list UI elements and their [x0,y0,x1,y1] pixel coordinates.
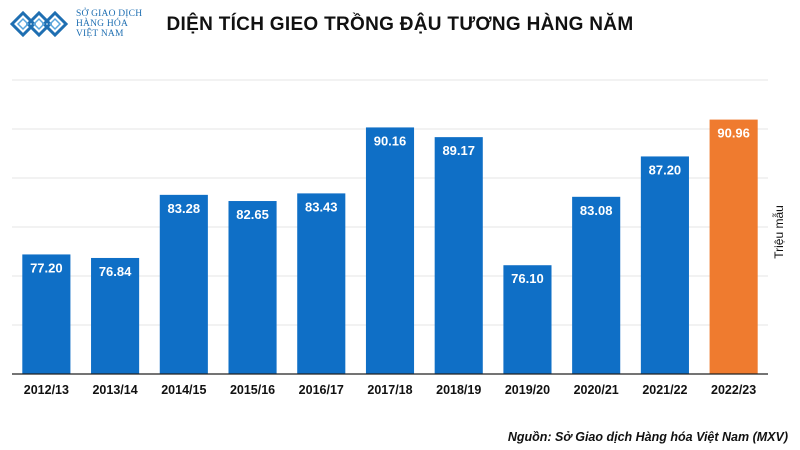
x-tick-label: 2021/22 [642,383,687,397]
logo-line: VIỆT NAM [76,29,124,39]
bar-value-label: 90.96 [717,126,750,141]
bar [22,254,71,374]
bar [640,156,689,374]
bar-value-label: 83.28 [168,201,201,216]
bar [503,265,552,374]
x-tick-label: 2013/14 [92,383,137,397]
x-tick-label: 2020/21 [574,383,619,397]
bar-value-label: 77.20 [30,260,63,275]
bar [709,119,758,374]
bar-value-label: 90.16 [374,133,407,148]
bar-value-label: 83.08 [580,203,613,218]
bar-value-label: 76.10 [511,271,544,286]
source-note: Nguồn: Sở Giao dịch Hàng hóa Việt Nam (M… [507,430,788,444]
x-tick-label: 2016/17 [299,383,344,397]
bar-value-label: 87.20 [649,162,682,177]
y-axis-label: Triệu mẫu [771,205,786,259]
bar-value-label: 89.17 [442,143,475,158]
bar [365,127,415,374]
chart-title: DIỆN TÍCH GIEO TRỒNG ĐẬU TƯƠNG HÀNG NĂM [166,14,634,35]
logo-text: SỞ GIAO DỊCH HÀNG HÓA VIỆT NAM [76,9,142,39]
bar [91,257,140,374]
bar [159,194,208,374]
x-tick-label: 2012/13 [24,383,69,397]
mxv-logo-icon [9,10,69,38]
bar-value-label: 82.65 [236,207,269,222]
bar [297,193,346,374]
bar [228,201,277,374]
x-tick-label: 2018/19 [436,383,481,397]
bar [572,196,621,374]
bar-value-label: 76.84 [99,264,132,279]
x-tick-label: 2014/15 [161,383,206,397]
x-tick-label: 2015/16 [230,383,275,397]
logo-line: HÀNG HÓA [76,19,128,29]
x-tick-label: 2017/18 [367,383,412,397]
x-tick-label: 2022/23 [711,383,756,397]
x-tick-label: 2019/20 [505,383,550,397]
bar [434,137,483,374]
logo: SỞ GIAO DỊCH HÀNG HÓA VIỆT NAM [8,6,142,42]
logo-line: SỞ GIAO DỊCH [76,9,143,19]
bar-value-label: 83.43 [305,199,338,214]
